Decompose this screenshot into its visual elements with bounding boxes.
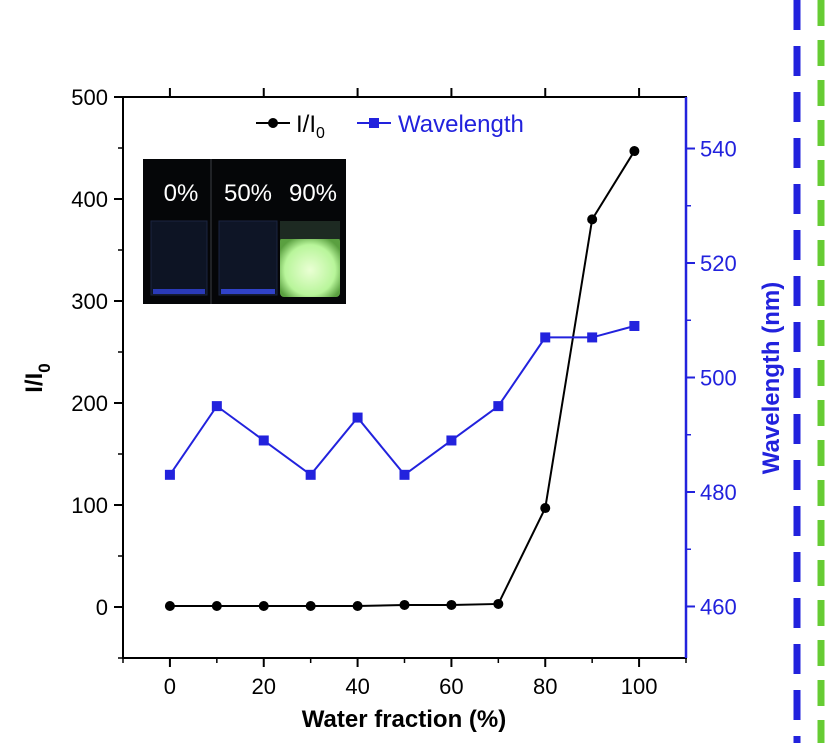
x-tick-label: 100 <box>621 674 658 699</box>
data-point-1 <box>164 469 175 480</box>
y-left-tick-label: 300 <box>71 289 108 314</box>
vial-0-base <box>153 289 205 294</box>
y-axis-title-right: Wavelength (nm) <box>758 282 785 474</box>
vial-50 <box>218 220 278 296</box>
y-left-tick-label: 200 <box>71 391 108 416</box>
y-right-tick-label: 500 <box>700 366 737 391</box>
data-point-0 <box>305 600 316 611</box>
data-point-1 <box>493 401 504 412</box>
data-point-1 <box>352 412 363 423</box>
y-right-tick-label: 520 <box>700 251 737 276</box>
data-point-1 <box>446 435 457 446</box>
y-left-tick-label: 500 <box>71 85 108 110</box>
series-line-1 <box>169 325 635 477</box>
y-axis-title-left: I/I0 <box>21 363 54 392</box>
x-tick-label: 60 <box>439 674 463 699</box>
data-point-1 <box>258 435 269 446</box>
data-point-1 <box>305 469 316 480</box>
y-left-tick-label: 0 <box>96 595 108 620</box>
inset-label: 0% <box>164 180 199 207</box>
y-right-tick-label: 460 <box>700 594 737 619</box>
data-point-0 <box>540 503 551 514</box>
x-tick-label: 40 <box>345 674 369 699</box>
data-point-0 <box>211 600 222 611</box>
legend-marker-0 <box>268 118 278 128</box>
data-point-1 <box>399 469 410 480</box>
inset-label: 90% <box>289 180 337 207</box>
data-point-1 <box>540 332 551 343</box>
data-point-1 <box>629 320 640 331</box>
data-point-1 <box>587 332 598 343</box>
legend-label-1: Wavelength <box>398 111 524 138</box>
x-tick-label: 20 <box>252 674 276 699</box>
vial-50-base <box>221 289 275 294</box>
vial-0 <box>150 220 208 296</box>
data-point-0 <box>446 599 457 610</box>
y-left-tick-label: 100 <box>71 493 108 518</box>
y-left-tick-label: 400 <box>71 187 108 212</box>
data-point-0 <box>258 600 269 611</box>
y-right-tick-label: 540 <box>700 137 737 162</box>
data-point-1 <box>211 401 222 412</box>
data-point-0 <box>399 599 410 610</box>
vial-90-top <box>280 221 340 239</box>
x-axis-title: Water fraction (%) <box>302 706 506 733</box>
data-point-0 <box>164 600 175 611</box>
data-point-0 <box>629 146 640 157</box>
legend-label-0: I/I0 <box>296 111 325 142</box>
data-point-0 <box>587 214 598 225</box>
x-tick-label: 80 <box>533 674 557 699</box>
data-point-0 <box>352 600 363 611</box>
data-point-0 <box>493 598 504 609</box>
x-tick-label: 0 <box>164 674 176 699</box>
vial-90-glow <box>280 237 340 297</box>
y-right-tick-label: 480 <box>700 480 737 505</box>
legend-marker-1 <box>369 118 379 128</box>
inset-label: 50% <box>224 180 272 207</box>
